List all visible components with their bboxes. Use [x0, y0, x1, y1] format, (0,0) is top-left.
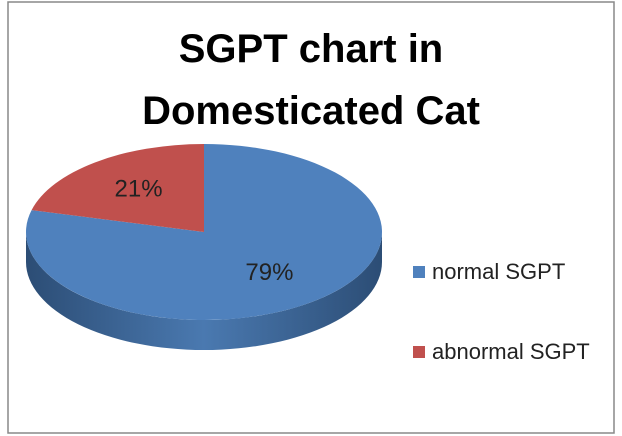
- legend-label: normal SGPT: [432, 259, 566, 284]
- legend-swatch: [413, 266, 425, 278]
- pie-slice-side: [26, 232, 382, 350]
- pie-slice: [25, 144, 382, 320]
- data-label: 79%: [245, 259, 293, 286]
- data-label: 21%: [115, 176, 163, 203]
- chart-title: SGPT chart in Domesticated Cat: [142, 27, 480, 133]
- legend-label: abnormal SGPT: [432, 339, 590, 364]
- legend-swatch: [413, 346, 425, 358]
- pie-slice: [31, 144, 205, 232]
